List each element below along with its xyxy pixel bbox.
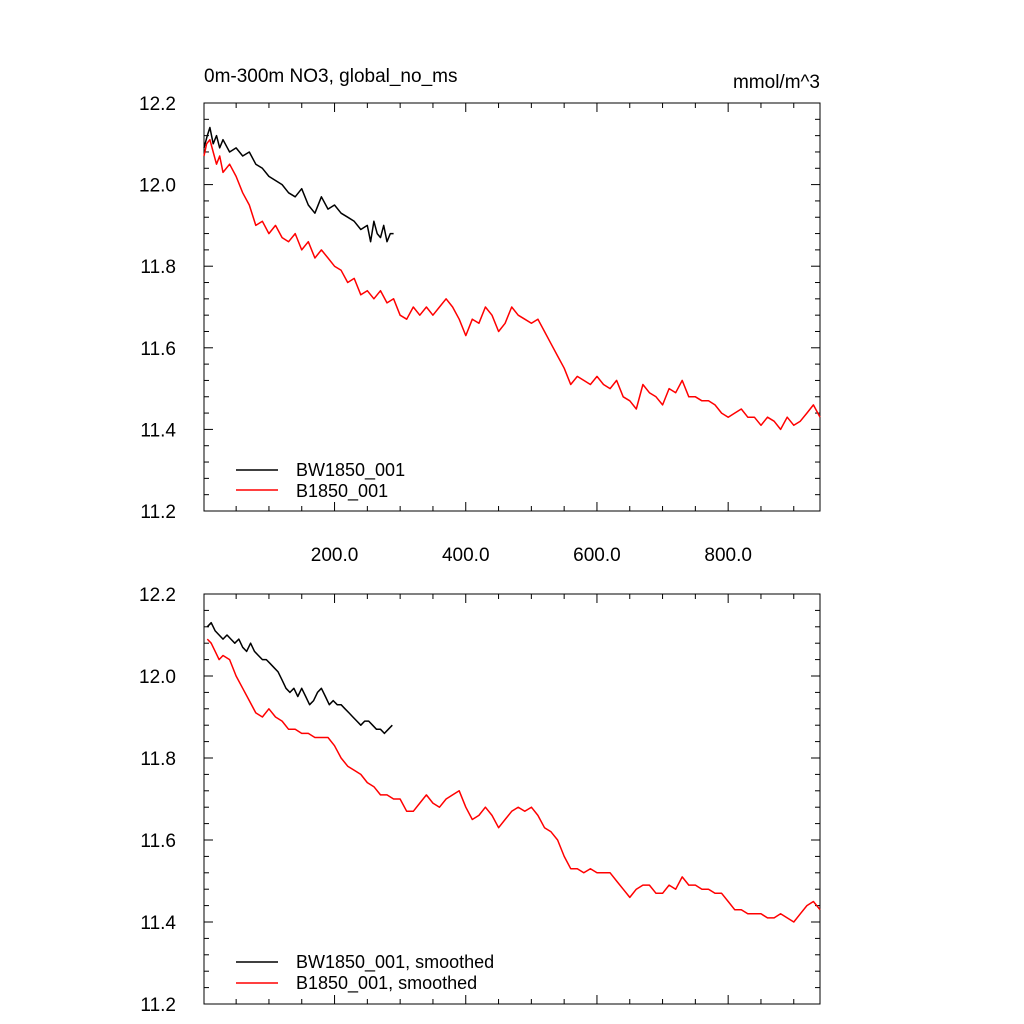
- y-tick-label: 12.0: [139, 667, 176, 688]
- legend-label-b1850-smoothed: B1850_001, smoothed: [296, 973, 477, 994]
- bottom-axis-ticks: 11.2 11.4 11.6 11.8 12.0 12.2: [139, 585, 820, 1016]
- top-plot-frame: [203, 102, 821, 512]
- y-tick-label: 11.6: [140, 831, 176, 852]
- top-axis-ticks: 11.2 11.4 11.6 11.8 12.0 12.2 200.0 400.0 600.0 8…: [139, 94, 820, 566]
- bottom-panel: 11.2 11.4 11.6 11.8 12.0 12.2 BW1850_001, smo…: [139, 585, 821, 1016]
- series-line-b1850-001-smoothed: [206, 638, 821, 923]
- y-tick-label: 12.2: [139, 94, 176, 115]
- top-series-lines: [203, 126, 821, 431]
- bottom-plot-frame: [203, 593, 821, 1005]
- y-tick-label: 11.8: [140, 749, 176, 770]
- y-tick-label: 12.0: [139, 176, 176, 197]
- legend-label-bw1850: BW1850_001: [296, 460, 405, 481]
- y-tick-label: 11.8: [140, 257, 176, 278]
- top-legend: BW1850_001 B1850_001: [236, 460, 405, 502]
- series-line-bw1850-001-smoothed: [206, 621, 393, 735]
- bottom-series-lines: [206, 621, 821, 923]
- legend-label-bw1850-smoothed: BW1850_001, smoothed: [296, 952, 494, 973]
- y-tick-label: 11.4: [140, 913, 176, 934]
- y-tick-label: 11.2: [140, 995, 176, 1016]
- y-tick-label: 11.4: [140, 420, 176, 441]
- x-tick-label: 800.0: [704, 545, 752, 566]
- top-panel: 0m-300m NO3, global_no_ms mmol/m^3 11.21…: [139, 66, 821, 566]
- top-panel-title: 0m-300m NO3, global_no_ms: [204, 66, 457, 87]
- x-tick-label: 200.0: [311, 545, 359, 566]
- series-line-b1850-001: [203, 138, 821, 431]
- bottom-legend: BW1850_001, smoothed B1850_001, smoothed: [236, 952, 494, 994]
- units-label: mmol/m^3: [733, 72, 820, 93]
- x-tick-label: 400.0: [442, 545, 490, 566]
- x-tick-label: 600.0: [573, 545, 621, 566]
- legend-label-b1850: B1850_001: [296, 481, 388, 502]
- y-tick-label: 12.2: [139, 585, 176, 606]
- series-line-bw1850-001: [203, 126, 394, 243]
- y-tick-label: 11.2: [140, 502, 176, 523]
- y-tick-label: 11.6: [140, 339, 176, 360]
